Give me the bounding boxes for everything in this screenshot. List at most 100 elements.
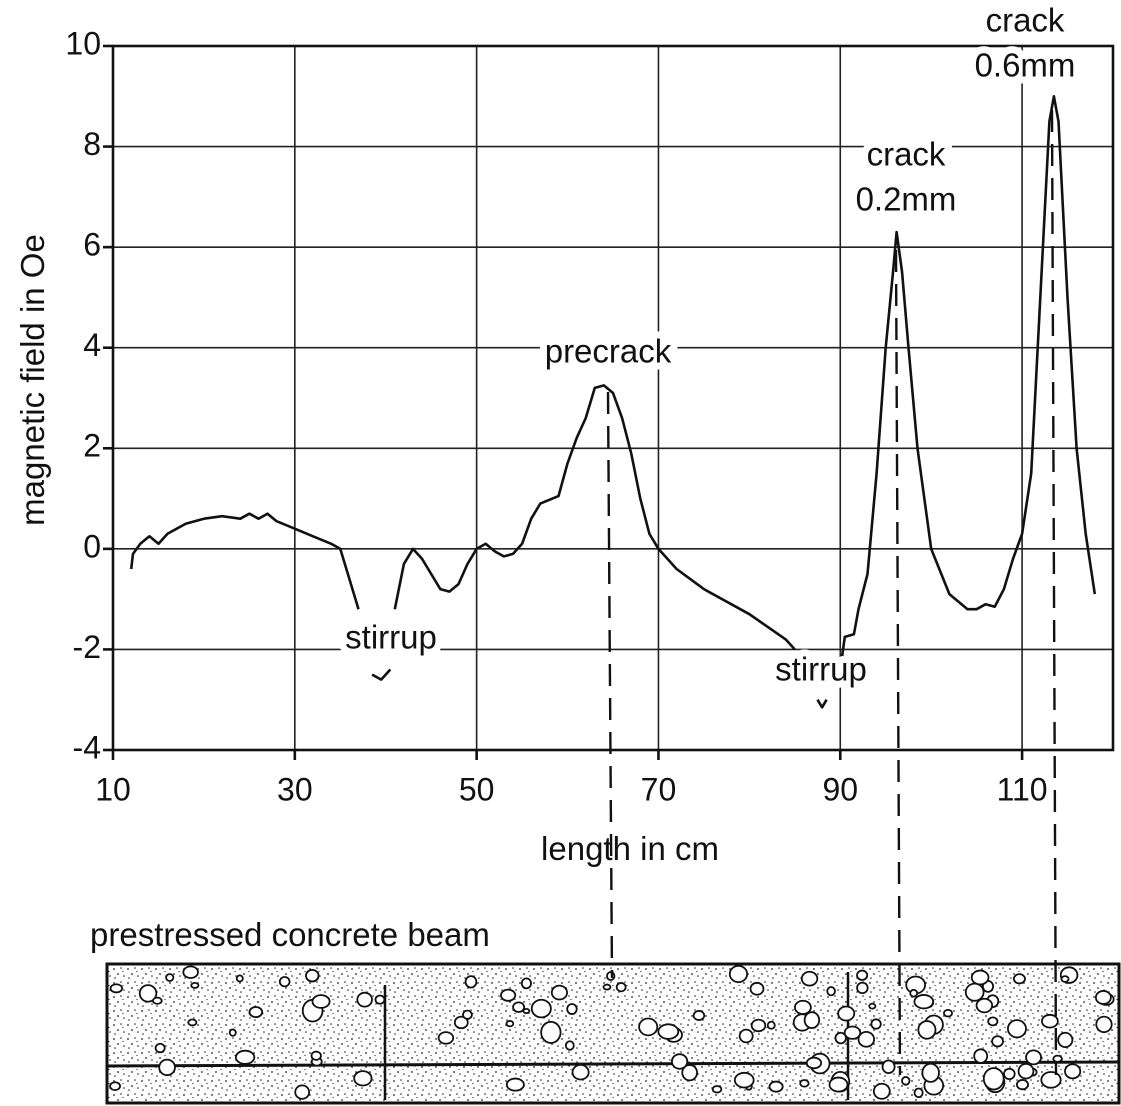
pebble bbox=[856, 969, 869, 981]
y-tick-label: -2 bbox=[73, 629, 101, 665]
pebble bbox=[738, 1028, 754, 1044]
pebble bbox=[158, 1058, 176, 1077]
pebble bbox=[152, 996, 163, 1005]
pebble bbox=[571, 1063, 590, 1081]
pebble bbox=[868, 1002, 877, 1010]
pebble bbox=[881, 1059, 896, 1074]
pebble bbox=[182, 965, 199, 979]
concrete-beam bbox=[105, 962, 1121, 1105]
y-tick-label: 0 bbox=[83, 528, 101, 564]
x-tick-label: 90 bbox=[822, 771, 858, 807]
pebble bbox=[799, 1079, 810, 1088]
pebble bbox=[462, 1009, 473, 1020]
pebble bbox=[766, 1020, 776, 1030]
y-tick-label: 4 bbox=[83, 327, 101, 363]
data-line bbox=[816, 699, 828, 709]
plot-frame bbox=[111, 44, 1115, 752]
pebble bbox=[1017, 1062, 1035, 1080]
pebble bbox=[1040, 1071, 1062, 1089]
pebble bbox=[982, 1067, 1005, 1091]
pebble bbox=[768, 1080, 784, 1093]
x-tick-label: 110 bbox=[997, 771, 1048, 807]
pebble bbox=[681, 1064, 698, 1082]
pebble bbox=[228, 1028, 237, 1037]
pebble bbox=[828, 1076, 849, 1093]
pebble bbox=[278, 976, 291, 988]
pebble bbox=[909, 988, 919, 998]
pebble bbox=[305, 968, 320, 983]
x-tick-label: 30 bbox=[277, 771, 313, 807]
annotation: stirrup bbox=[775, 651, 867, 688]
annotation: stirrup bbox=[345, 619, 437, 656]
pebble bbox=[294, 1084, 311, 1100]
y-axis-label: magnetic field in Oe bbox=[14, 234, 51, 526]
x-tick-label: 50 bbox=[459, 771, 495, 807]
pebble bbox=[512, 1001, 526, 1013]
annotation: precrack bbox=[545, 333, 672, 370]
pebble bbox=[901, 1076, 911, 1086]
pebble bbox=[870, 1018, 882, 1030]
pebble bbox=[109, 1081, 121, 1092]
pebble bbox=[505, 1020, 515, 1028]
pebble bbox=[857, 1030, 875, 1048]
pebble bbox=[464, 975, 478, 989]
pebble bbox=[138, 984, 158, 1003]
pebble bbox=[530, 998, 552, 1019]
pebble bbox=[437, 1031, 455, 1045]
crack-guide bbox=[894, 249, 902, 1076]
pebble bbox=[733, 1071, 755, 1089]
pebble bbox=[1095, 1015, 1113, 1034]
pebble bbox=[917, 1020, 937, 1040]
pebble bbox=[550, 984, 568, 1001]
pebble bbox=[602, 983, 612, 991]
pebble bbox=[564, 1040, 575, 1051]
x-tick-label: 10 bbox=[95, 771, 131, 807]
pebble bbox=[353, 1070, 373, 1087]
pebble bbox=[964, 982, 985, 1002]
pebble bbox=[1064, 1063, 1082, 1080]
pebble bbox=[1060, 975, 1070, 983]
pebble bbox=[692, 1010, 706, 1021]
pebble bbox=[540, 1020, 562, 1044]
pebble bbox=[520, 977, 532, 990]
pebble bbox=[154, 1042, 166, 1054]
crack-guide bbox=[606, 391, 614, 979]
pebble bbox=[728, 964, 749, 984]
pebble bbox=[843, 1025, 862, 1040]
data-line bbox=[393, 384, 796, 651]
annotation: 0.2mm bbox=[856, 181, 957, 218]
pebble bbox=[500, 988, 517, 1002]
crack-guide bbox=[1050, 109, 1058, 1076]
pebble bbox=[165, 973, 175, 982]
x-tick-label: 70 bbox=[641, 771, 677, 807]
pebble bbox=[1007, 1019, 1027, 1039]
pebble bbox=[310, 1050, 322, 1061]
annotation: 0.6mm bbox=[975, 47, 1076, 84]
pebble bbox=[975, 997, 994, 1014]
rebar bbox=[106, 1060, 1120, 1068]
pebble bbox=[615, 982, 627, 993]
pebble bbox=[856, 981, 869, 995]
beam-label: prestressed concrete beam bbox=[90, 916, 490, 953]
annotation: crack bbox=[986, 2, 1065, 39]
pebble bbox=[453, 1015, 469, 1030]
pebble bbox=[356, 991, 373, 1008]
pebble bbox=[1094, 990, 1112, 1005]
pebble bbox=[921, 1062, 940, 1083]
pebble bbox=[834, 1031, 847, 1045]
pebble bbox=[1003, 1067, 1016, 1081]
pebble bbox=[248, 1006, 264, 1018]
pebble bbox=[1052, 1054, 1063, 1063]
pebble bbox=[1057, 1031, 1074, 1049]
annotation: crack bbox=[867, 136, 946, 173]
pebble bbox=[991, 1035, 1004, 1048]
pebble bbox=[750, 1018, 767, 1033]
pebble bbox=[1015, 1079, 1029, 1091]
pebble bbox=[190, 981, 200, 989]
pebble bbox=[973, 1048, 989, 1064]
pebble bbox=[837, 1005, 856, 1022]
pebble bbox=[671, 1053, 689, 1070]
y-tick-label: 8 bbox=[83, 126, 101, 162]
pebble bbox=[657, 1023, 680, 1040]
pebble bbox=[749, 981, 765, 996]
